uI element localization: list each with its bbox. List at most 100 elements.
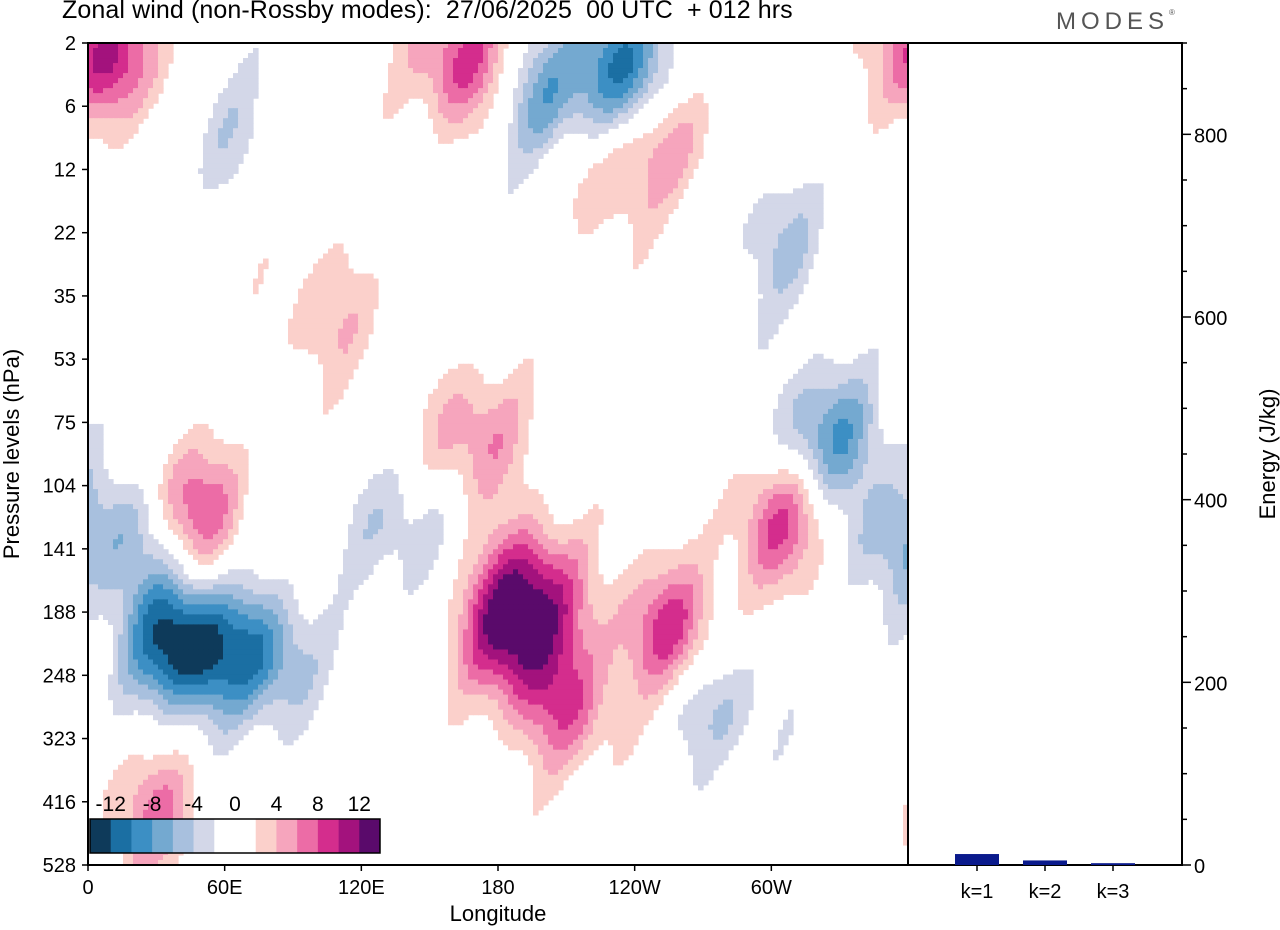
heatmap-cell: [443, 418, 449, 425]
heatmap-cell: [523, 539, 529, 545]
heatmap-cell: [643, 48, 649, 54]
heatmap-cell: [113, 504, 119, 510]
heatmap-cell: [653, 163, 659, 169]
heatmap-cell: [783, 238, 789, 245]
heatmap-cell: [543, 539, 549, 545]
heatmap-cell: [863, 534, 869, 540]
heatmap-cell: [853, 539, 859, 545]
heatmap-cell: [333, 368, 339, 375]
heatmap-cell: [683, 153, 689, 159]
heatmap-cell: [88, 469, 94, 475]
heatmap-cell: [353, 363, 359, 370]
heatmap-cell: [803, 423, 809, 430]
heatmap-cell: [833, 474, 839, 480]
heatmap-cell: [568, 529, 574, 535]
heatmap-cell: [578, 108, 584, 114]
heatmap-cell: [848, 363, 854, 370]
heatmap-cell: [718, 519, 724, 525]
heatmap-cell: [508, 454, 514, 460]
heatmap-cell: [503, 408, 509, 415]
heatmap-cell: [458, 128, 464, 134]
heatmap-cell: [218, 123, 224, 129]
heatmap-cell: [663, 193, 669, 199]
heatmap-cell: [363, 524, 369, 530]
heatmap-cell: [448, 63, 454, 69]
heatmap-cell: [453, 448, 459, 455]
heatmap-cell: [848, 469, 854, 475]
heatmap-cell: [173, 479, 179, 485]
heatmap-cell: [533, 133, 539, 139]
heatmap-cell: [583, 539, 589, 545]
heatmap-cell: [853, 413, 859, 420]
heatmap-cell: [163, 63, 169, 69]
heatmap-cell: [653, 178, 659, 184]
heatmap-cell: [303, 338, 309, 345]
heatmap-cell: [623, 178, 629, 184]
heatmap-cell: [668, 178, 674, 184]
heatmap-cell: [778, 198, 784, 204]
heatmap-cell: [783, 258, 789, 265]
heatmap-cell: [428, 459, 434, 465]
heatmap-cell: [223, 499, 229, 505]
heatmap-cell: [778, 428, 784, 435]
heatmap-cell: [453, 83, 459, 89]
heatmap-cell: [398, 83, 404, 89]
heatmap-cell: [223, 158, 229, 164]
heatmap-cell: [848, 383, 854, 390]
heatmap-cell: [398, 88, 404, 94]
heatmap-cell: [733, 504, 739, 510]
heatmap-cell: [178, 514, 184, 520]
heatmap-cell: [423, 43, 429, 49]
heatmap-cell: [223, 479, 229, 485]
heatmap-cell: [733, 489, 739, 495]
heatmap-cell: [508, 529, 514, 535]
heatmap-cell: [133, 108, 139, 114]
heatmap-cell: [538, 113, 544, 119]
heatmap-cell: [778, 413, 784, 420]
heatmap-cell: [468, 68, 474, 74]
heatmap-cell: [433, 539, 439, 545]
heatmap-cell: [768, 524, 774, 530]
heatmap-cell: [353, 343, 359, 350]
heatmap-cell: [453, 68, 459, 74]
heatmap-cell: [313, 278, 319, 285]
heatmap-cell: [868, 378, 874, 385]
heatmap-cell: [498, 448, 504, 455]
heatmap-cell: [303, 308, 309, 315]
heatmap-cell: [158, 43, 164, 49]
heatmap-cell: [88, 534, 94, 540]
heatmap-cell: [353, 519, 359, 525]
heatmap-cell: [588, 509, 594, 515]
heatmap-cell: [463, 53, 469, 59]
heatmap-cell: [643, 193, 649, 199]
heatmap-cell: [88, 514, 94, 520]
heatmap-cell: [498, 58, 504, 64]
heatmap-cell: [613, 63, 619, 69]
heatmap-cell: [238, 499, 244, 505]
heatmap-cell: [778, 438, 784, 445]
heatmap-cell: [898, 499, 904, 505]
heatmap-cell: [578, 529, 584, 535]
heatmap-cell: [773, 544, 779, 550]
heatmap-cell: [853, 368, 859, 375]
heatmap-cell: [143, 534, 149, 540]
heatmap-cell: [703, 108, 709, 114]
heatmap-cell: [533, 68, 539, 74]
heatmap-cell: [133, 494, 139, 500]
heatmap-cell: [863, 383, 869, 390]
heatmap-cell: [518, 108, 524, 114]
heatmap-cell: [93, 128, 99, 134]
heatmap-cell: [108, 133, 114, 139]
heatmap-cell: [418, 43, 424, 49]
heatmap-cell: [473, 58, 479, 64]
heatmap-cell: [433, 48, 439, 54]
heatmap-cell: [93, 48, 99, 54]
heatmap-cell: [388, 504, 394, 510]
heatmap-cell: [393, 83, 399, 89]
heatmap-cell: [193, 484, 199, 490]
heatmap-cell: [538, 534, 544, 540]
heatmap-cell: [753, 228, 759, 235]
heatmap-cell: [578, 73, 584, 79]
heatmap-cell: [823, 494, 829, 500]
heatmap-cell: [168, 489, 174, 495]
